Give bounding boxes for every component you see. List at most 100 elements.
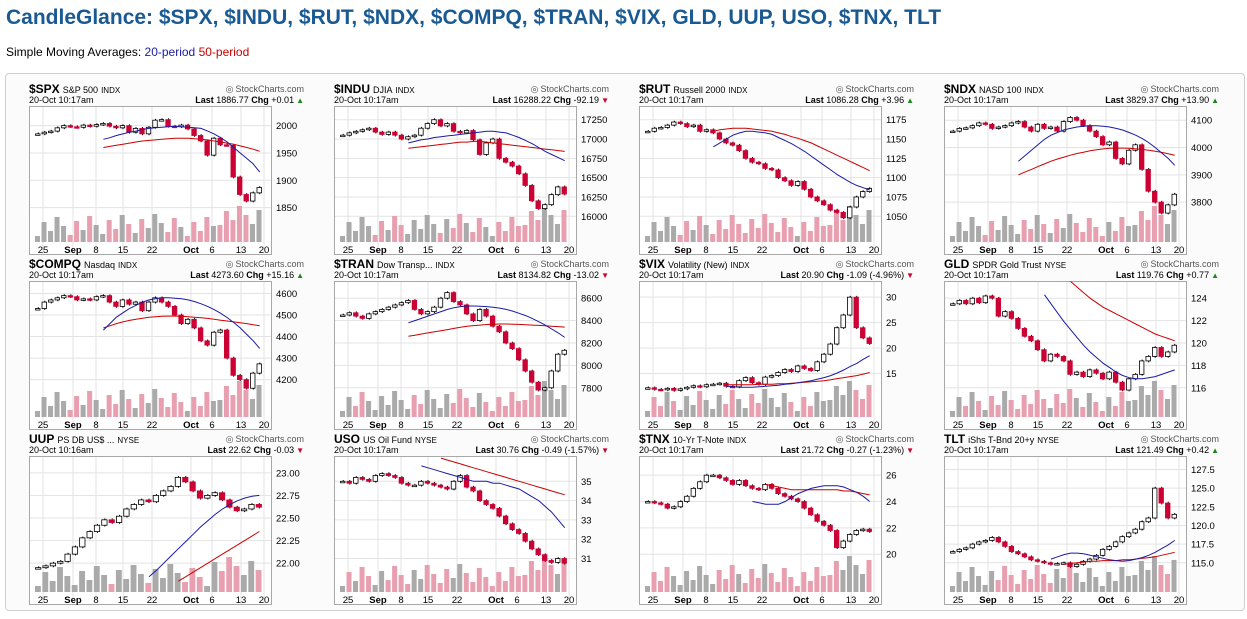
y-tick-label: 115.0 bbox=[1191, 558, 1214, 569]
chart-datetime: 20-Oct 10:17am bbox=[639, 445, 704, 455]
volume-bar bbox=[1008, 400, 1014, 417]
candle bbox=[184, 318, 191, 325]
price-chart[interactable]: 1175 1150 1125 1100 1075 1050 25 Sep 8 15 22 Oct 6 13… bbox=[639, 106, 914, 259]
volume-bar bbox=[515, 576, 521, 592]
volume-bar bbox=[483, 577, 489, 592]
candle bbox=[723, 477, 729, 481]
sma50-line bbox=[408, 323, 565, 337]
candle bbox=[87, 124, 93, 128]
x-tick-label: 8 bbox=[703, 595, 708, 606]
x-tick-label: 25 bbox=[343, 245, 354, 256]
chart-source: StockCharts.com bbox=[836, 433, 914, 445]
y-tick-label: 120 bbox=[1191, 339, 1207, 350]
volume-bar bbox=[794, 236, 800, 242]
volume-bar bbox=[651, 397, 657, 417]
x-tick-label: 8 bbox=[398, 420, 403, 431]
volume-bar bbox=[71, 585, 78, 592]
y-tick-label: 30 bbox=[886, 293, 897, 304]
volume-bar bbox=[189, 568, 196, 592]
volume-bar bbox=[182, 582, 188, 592]
candle bbox=[372, 475, 378, 482]
volume-bar bbox=[1106, 572, 1112, 592]
price-chart[interactable]: 4100 4000 3900 3800 25 Sep 8 15 22 Oct 6 13 20 bbox=[944, 106, 1219, 259]
volume-bar bbox=[1008, 575, 1014, 592]
x-tick-label: 15 bbox=[118, 595, 129, 606]
volume-bar bbox=[1073, 398, 1079, 417]
candle bbox=[204, 495, 211, 499]
sma-legend-prefix: Simple Moving Averages: bbox=[6, 45, 145, 59]
candle bbox=[54, 127, 60, 132]
x-tick-label: 6 bbox=[514, 245, 519, 256]
candle bbox=[450, 480, 457, 490]
chart-name: Nasdaq bbox=[84, 260, 116, 270]
volume-bar bbox=[35, 236, 41, 242]
price-chart[interactable]: 124 122 120 118 116 25 Sep 8 15 22 Oct 6 13 20 bbox=[944, 281, 1219, 434]
sma50-line bbox=[408, 140, 565, 152]
candle bbox=[496, 325, 502, 333]
x-tick-label: 20 bbox=[564, 245, 575, 256]
price-chart[interactable]: 17250 17000 16750 16500 16250 16000 25 Sep 8 15 22… bbox=[334, 106, 609, 259]
volume-bar bbox=[1080, 582, 1086, 592]
volume-bar bbox=[106, 395, 112, 417]
candle bbox=[437, 297, 444, 308]
candle bbox=[346, 480, 352, 484]
y-tick-label: 8400 bbox=[581, 316, 602, 327]
sma50-line bbox=[1018, 147, 1175, 176]
volume-bar bbox=[820, 226, 826, 242]
volume-bar bbox=[950, 411, 956, 417]
chart-source: StockCharts.com bbox=[1141, 433, 1219, 445]
candle bbox=[35, 567, 42, 570]
candle bbox=[126, 125, 132, 133]
sma20-line bbox=[1018, 125, 1176, 166]
volume-bar bbox=[1034, 390, 1040, 417]
candle bbox=[385, 473, 392, 476]
x-tick-label: 15 bbox=[728, 245, 739, 256]
price-chart[interactable]: 23.00 22.75 22.50 22.25 22.00 25 Sep 8 15 22 Oct 6 1… bbox=[29, 456, 304, 609]
volume-bar bbox=[509, 217, 515, 242]
volume-bar bbox=[1099, 236, 1105, 242]
price-chart[interactable]: 26 24 22 20 25 Sep 8 15 22 Oct 6 13 20 bbox=[639, 456, 914, 609]
price-chart[interactable]: 4600 4500 4400 4300 4200 25 Sep 8 15 22 Oct 6 13 20 bbox=[29, 281, 304, 434]
candle bbox=[742, 377, 749, 382]
chg-value: -1.09 (-4.96%) bbox=[846, 270, 905, 280]
candle bbox=[483, 142, 489, 155]
chart-datetime: 20-Oct 10:17am bbox=[944, 445, 1009, 455]
volume-bar bbox=[1171, 560, 1177, 592]
volume-bar bbox=[249, 224, 255, 242]
candle bbox=[1086, 369, 1093, 377]
volume-bar bbox=[1119, 392, 1125, 417]
candle bbox=[956, 548, 962, 553]
chart-exchange: NYSE bbox=[117, 436, 140, 445]
candle bbox=[1080, 371, 1086, 378]
chart-symbol: $INDU bbox=[334, 82, 371, 96]
candle bbox=[119, 299, 126, 307]
volume-bar bbox=[697, 216, 703, 242]
volume-bar bbox=[450, 578, 456, 592]
candle bbox=[976, 122, 982, 127]
price-chart[interactable]: 35 34 33 32 31 25 Sep 8 15 22 Oct 6 13 20 bbox=[334, 456, 609, 609]
last-value: 22.62 bbox=[228, 445, 254, 455]
x-tick-label: 25 bbox=[38, 420, 49, 431]
candle bbox=[969, 543, 975, 549]
volume-bar bbox=[561, 210, 567, 242]
volume-bar bbox=[385, 230, 391, 242]
volume-bar bbox=[866, 385, 872, 417]
price-chart[interactable]: 2000 1950 1900 1850 25 Sep 8 15 22 Oct 6 13 20 bbox=[29, 106, 304, 259]
price-chart[interactable]: 30 25 20 15 25 Sep 8 15 22 Oct 6 13 20 bbox=[639, 281, 914, 434]
price-chart[interactable]: 127.5 125.0 122.5 120.0 117.5 115.0 25 Sep 8 15 22… bbox=[944, 456, 1219, 609]
price-chart[interactable]: 8600 8400 8200 8000 7800 25 Sep 8 15 22 Oct 6 13 20 bbox=[334, 281, 609, 434]
volume-bar bbox=[450, 228, 456, 242]
